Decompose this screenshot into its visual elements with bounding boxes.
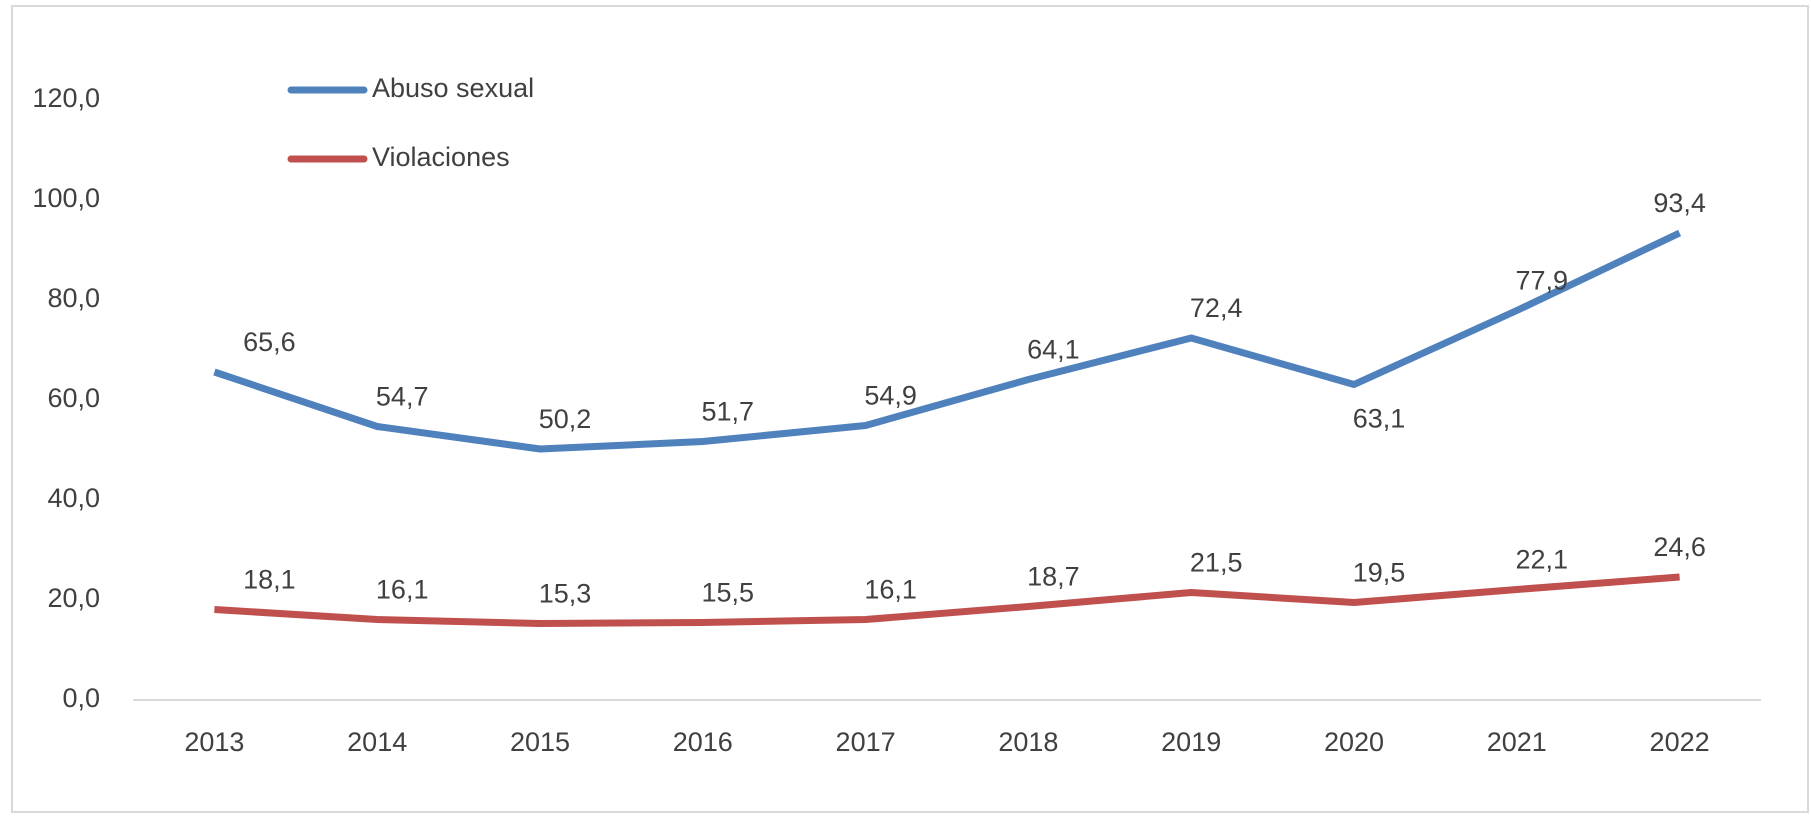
data-label: 51,7 <box>702 397 755 427</box>
legend-label: Violaciones <box>372 142 510 172</box>
data-label: 93,4 <box>1653 188 1706 218</box>
data-label: 24,6 <box>1653 532 1706 562</box>
x-tick-label: 2020 <box>1324 727 1384 757</box>
data-label: 16,1 <box>864 575 917 605</box>
data-label: 18,1 <box>243 565 296 595</box>
data-label: 22,1 <box>1516 545 1569 575</box>
data-label: 16,1 <box>376 575 429 605</box>
line-series <box>213 229 1682 453</box>
x-tick-label: 2013 <box>184 727 244 757</box>
x-tick-label: 2021 <box>1487 727 1547 757</box>
x-tick-label: 2018 <box>998 727 1058 757</box>
data-label: 72,4 <box>1190 293 1243 323</box>
legend-label: Abuso sexual <box>372 73 534 103</box>
x-tick-label: 2019 <box>1161 727 1221 757</box>
data-label: 15,5 <box>702 578 755 608</box>
data-label: 64,1 <box>1027 335 1080 365</box>
x-tick-label: 2017 <box>836 727 896 757</box>
data-label: 21,5 <box>1190 548 1243 578</box>
data-label: 54,7 <box>376 382 429 412</box>
y-tick-label: 0,0 <box>62 683 100 713</box>
data-label: 18,7 <box>1027 562 1080 592</box>
x-tick-label: 2015 <box>510 727 570 757</box>
data-label: 50,2 <box>539 404 592 434</box>
line-series <box>214 573 1680 627</box>
y-tick-label: 100,0 <box>32 183 100 213</box>
x-tick-label: 2014 <box>347 727 407 757</box>
data-label: 15,3 <box>539 579 592 609</box>
data-label: 54,9 <box>864 381 917 411</box>
y-tick-label: 80,0 <box>47 283 100 313</box>
y-tick-label: 120,0 <box>32 83 100 113</box>
data-label: 19,5 <box>1353 558 1406 588</box>
x-tick-label: 2022 <box>1650 727 1710 757</box>
data-label: 65,6 <box>243 327 296 357</box>
y-tick-label: 40,0 <box>47 483 100 513</box>
data-label: 63,1 <box>1353 404 1406 434</box>
y-tick-label: 60,0 <box>47 383 100 413</box>
x-tick-label: 2016 <box>673 727 733 757</box>
y-tick-label: 20,0 <box>47 583 100 613</box>
data-label: 77,9 <box>1516 266 1569 296</box>
chart-frame <box>11 5 1809 813</box>
